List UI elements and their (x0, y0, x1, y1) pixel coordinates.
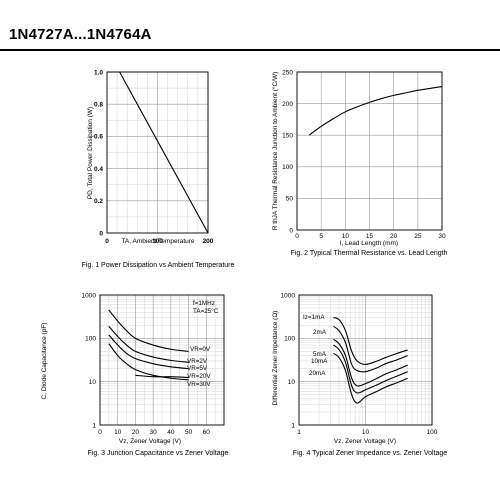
y-tick-label: 0.2 (94, 198, 103, 205)
y-tick-label: 1 (92, 422, 96, 429)
x-axis-label: l, Lead Length (mm) (340, 240, 398, 247)
series-line (308, 85, 443, 136)
plot-frame (296, 71, 443, 231)
plot-frame (298, 294, 433, 426)
plot-frame (99, 294, 225, 426)
y-tick-label: 100 (85, 336, 96, 343)
y-tick-label: 1000 (82, 292, 97, 299)
y-tick-label: 0.4 (94, 166, 103, 173)
series-label: 20mA (309, 370, 326, 377)
y-axis-label: C, Diode Capacitance (pF) (41, 323, 48, 400)
title-rule (0, 49, 500, 51)
y-axis-label: R thJA Thermal Resistance Junction to Am… (271, 72, 279, 231)
y-axis-label: PD, Total Power Dissipation (W) (87, 107, 94, 199)
series-line (108, 334, 189, 370)
series-line (108, 309, 189, 352)
chart-2: 0 5 10 15 20 25 30 0 50 100 150 200 250 l, Lead Lengt… (271, 69, 448, 257)
x-tick-label: 30 (438, 233, 446, 240)
y-tick-label: 1.0 (94, 69, 103, 76)
y-axis-label: Differential Zener Impedance (Ω) (272, 311, 279, 406)
x-tick-label: 15 (366, 233, 374, 240)
chart-3: 0 10 20 30 40 50 60 1 10 100 1000 Vz, Zener Voltage… (41, 292, 229, 457)
x-tick-label: 60 (203, 429, 211, 436)
y-tick-label: 10 (89, 379, 97, 386)
x-tick-label: 50 (185, 429, 193, 436)
y-tick-label: 100 (284, 336, 295, 343)
x-tick-label: 10 (362, 429, 370, 436)
x-axis-label: Vz, Zener Voltage (V) (119, 438, 181, 445)
series-label: VR=20V (187, 373, 211, 380)
x-tick-label: 100 (152, 238, 163, 245)
annotation-frequency: f=1MHz (193, 300, 215, 307)
y-tick-label: 0 (99, 230, 103, 237)
series-label: 5mA (313, 351, 327, 358)
y-tick-label: 50 (286, 196, 294, 203)
x-tick-label: 20 (132, 429, 140, 436)
x-tick-label: 40 (167, 429, 175, 436)
x-tick-label: 0 (98, 429, 102, 436)
series-line (333, 338, 408, 387)
series-label: Iz=1mA (303, 314, 325, 321)
x-tick-label: 10 (342, 233, 350, 240)
x-tick-label: 0 (295, 233, 299, 240)
y-tick-label: 10 (288, 379, 296, 386)
y-tick-label: 1000 (281, 292, 296, 299)
x-tick-label: 10 (114, 429, 122, 436)
page-title: 1N4727A...1N4764A (9, 26, 152, 43)
plot-frame (106, 71, 209, 234)
series-label: 10mA (311, 358, 328, 365)
figure-caption: Fig. 1 Power Dissipation vs Ambient Temp… (82, 262, 235, 269)
y-tick-label: 0 (289, 227, 293, 234)
x-tick-label: 25 (414, 233, 422, 240)
figure-caption: Fig. 3 Junction Capacitance vs Zener Vol… (88, 450, 229, 457)
x-tick-label: 200 (203, 238, 214, 245)
series-label: VR=30V (187, 381, 211, 388)
chart-1: 0 100 200 0 0.2 0.4 0.6 0.8 1.0 TA, Ambient Tempe… (82, 69, 235, 269)
y-tick-label: 250 (282, 69, 293, 76)
figure-caption: Fig. 4 Typical Zener Impedance vs. Zener… (293, 450, 447, 457)
series-line (108, 325, 189, 363)
x-tick-label: 20 (390, 233, 398, 240)
x-tick-label: 100 (427, 429, 438, 436)
chart-4: 1 10 100 1 10 100 1000 Vz, Zener Voltage (V) Dif… (272, 292, 447, 457)
series-line (333, 317, 408, 365)
x-axis-label: TA, Ambient Temperature (121, 238, 194, 245)
figure-caption: Fig. 2 Typical Thermal Resistance vs. Le… (291, 250, 448, 257)
x-tick-label: 1 (297, 429, 301, 436)
series-line (333, 344, 408, 394)
y-tick-label: 100 (282, 164, 293, 171)
y-tick-label: 200 (282, 101, 293, 108)
series-label: VR=5V (187, 365, 208, 372)
series-label: VR=2V (187, 358, 208, 365)
series-line (333, 325, 408, 373)
y-tick-label: 1 (291, 422, 295, 429)
y-tick-label: 150 (282, 133, 293, 140)
y-tick-label: 0.8 (94, 102, 103, 109)
x-axis-label: Vz, Zener Voltage (V) (334, 438, 396, 445)
series-label: 2mA (313, 329, 327, 336)
x-tick-label: 0 (105, 238, 109, 245)
series-line (107, 71, 209, 234)
series-line (333, 352, 408, 404)
series-label: VR=0V (190, 346, 211, 353)
x-tick-label: 5 (319, 233, 323, 240)
x-tick-label: 30 (150, 429, 158, 436)
series-line (108, 343, 189, 381)
y-tick-label: 0.6 (94, 134, 103, 141)
annotation-temperature: TA=25°C (193, 307, 219, 315)
